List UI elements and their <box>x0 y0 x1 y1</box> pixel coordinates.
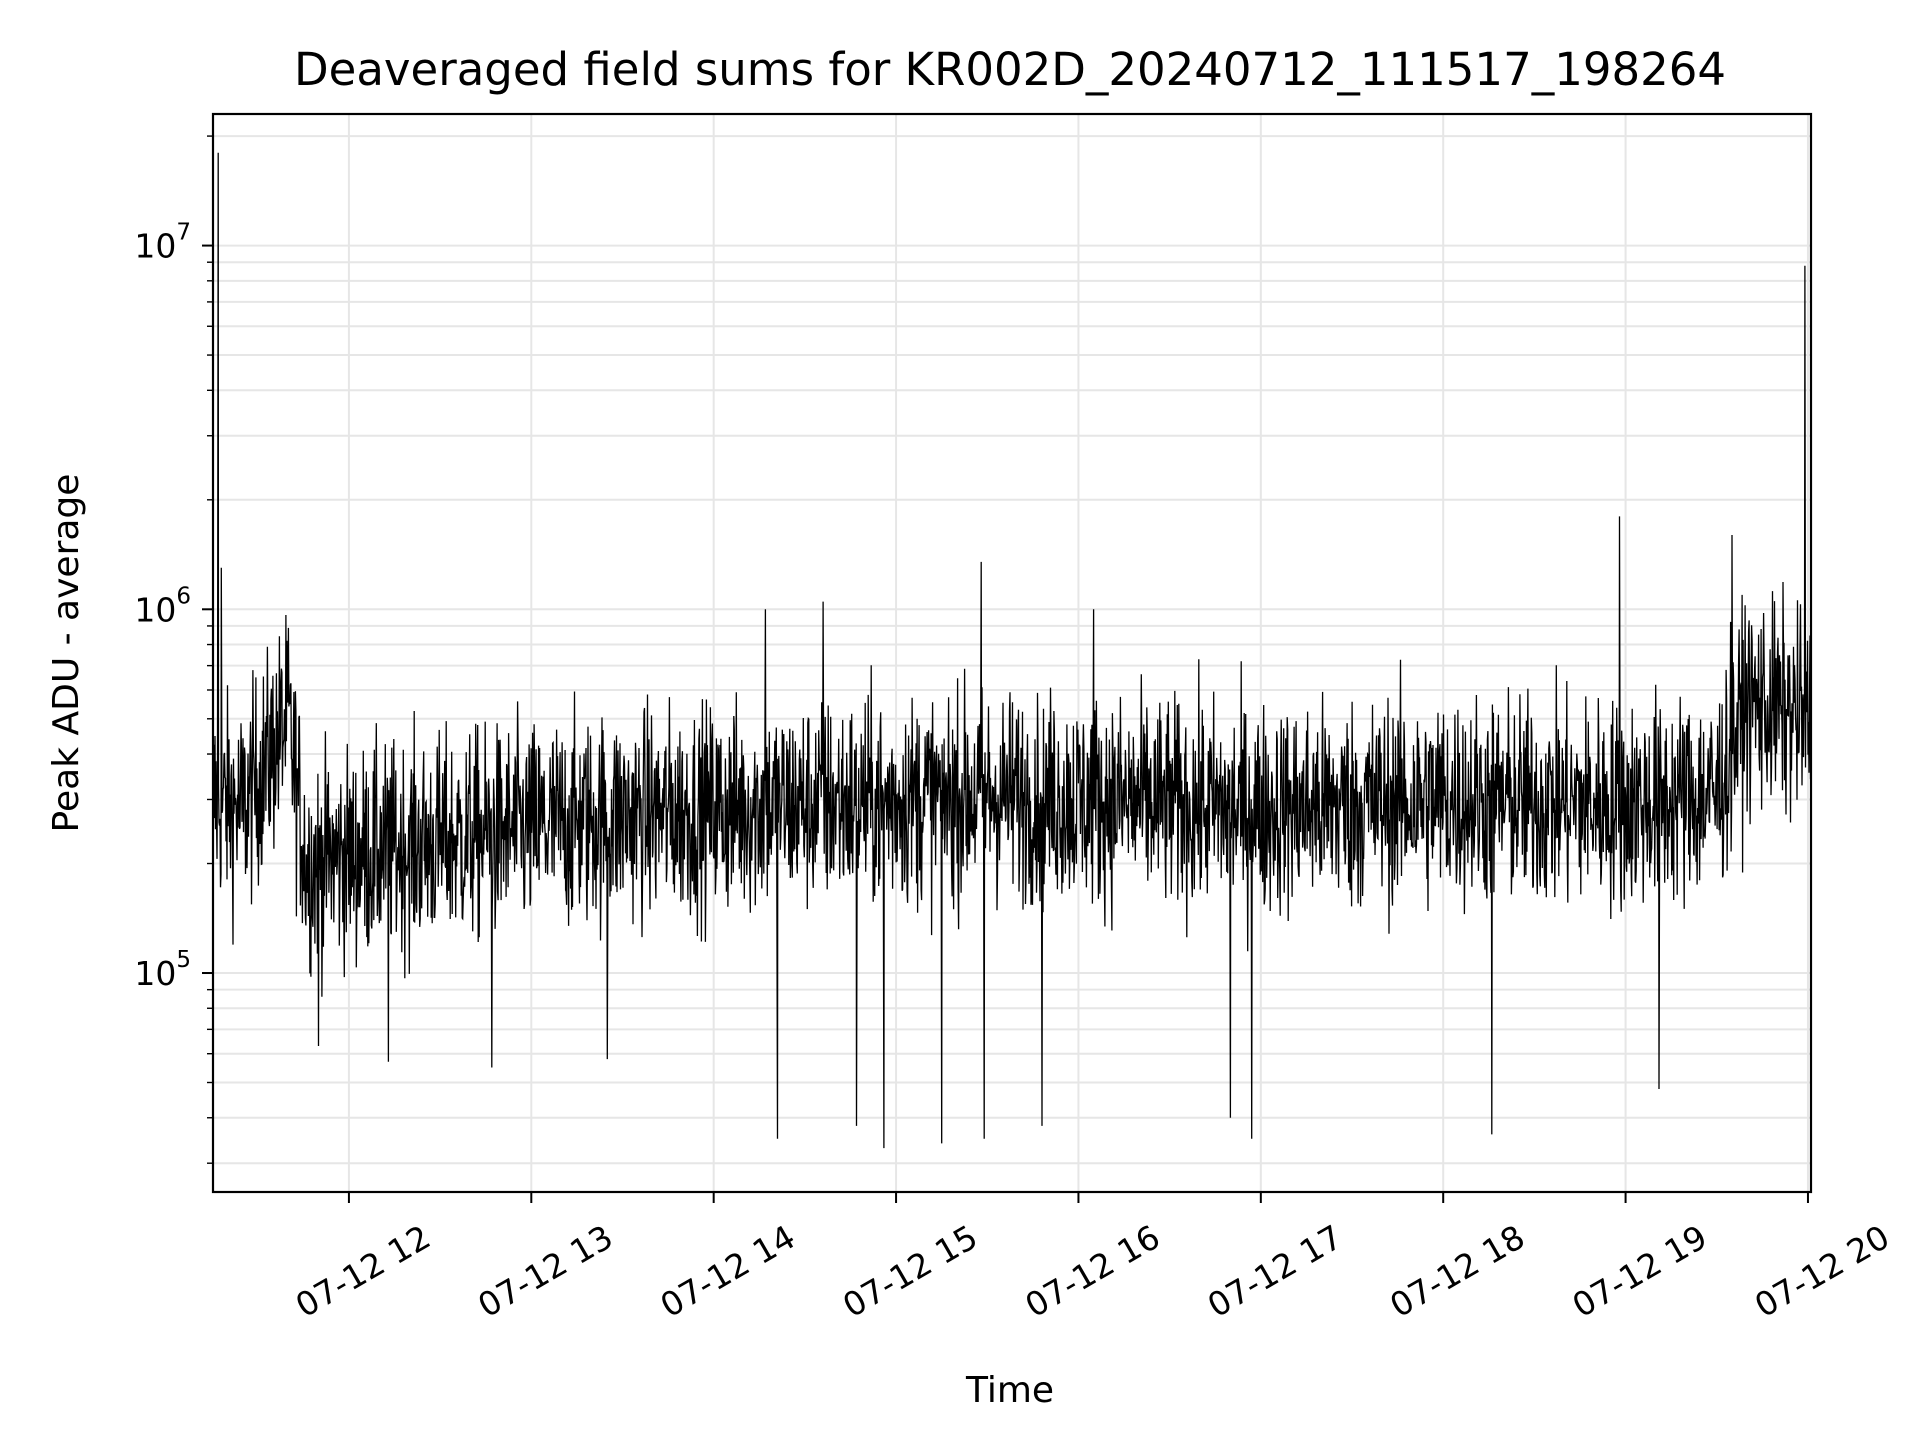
y-axis-label: Peak ADU - average <box>46 474 87 833</box>
x-axis-label: Time <box>965 1370 1054 1411</box>
y-tick-exponent: 5 <box>176 947 191 973</box>
y-tick-exponent: 7 <box>176 220 191 246</box>
data-series <box>212 152 1812 1149</box>
series-line <box>212 152 1812 1149</box>
chart-title: Deaveraged field sums for KR002D_2024071… <box>294 43 1726 96</box>
y-tick-exponent: 6 <box>176 583 191 609</box>
plot-frame <box>211 112 1813 1194</box>
